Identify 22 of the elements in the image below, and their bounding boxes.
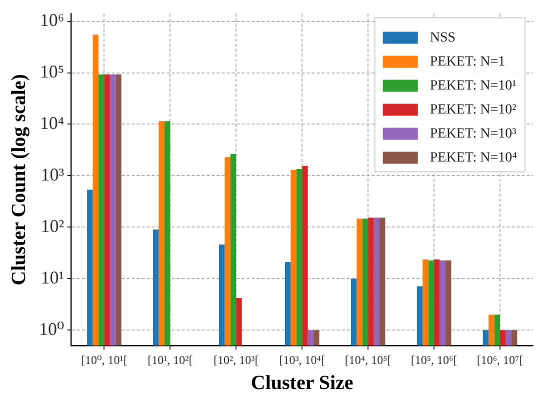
x-tick-label: [10⁴, 10⁵[ xyxy=(344,352,392,367)
legend-label: PEKET: N=10³ xyxy=(430,126,516,142)
y-tick-label: 10⁰ xyxy=(38,318,64,339)
x-tick-label: [10⁶, 10⁷[ xyxy=(476,352,524,367)
y-tick-label: 10¹ xyxy=(40,267,64,288)
x-axis-title: Cluster Size xyxy=(250,372,354,394)
x-tick-label: [10³, 10⁴[ xyxy=(279,352,325,367)
y-tick-label: 10² xyxy=(40,216,64,236)
legend-label: PEKET: N=1 xyxy=(430,54,506,70)
y-axis-title: Cluster Count (log scale) xyxy=(8,74,30,286)
legend-label: PEKET: N=10² xyxy=(430,102,516,118)
legend-label: PEKET: N=10¹ xyxy=(430,78,516,94)
x-tick-label: [10⁰, 10¹[ xyxy=(80,352,128,367)
y-tick-label: 10⁴ xyxy=(40,112,64,133)
x-tick-label: [10¹, 10²[ xyxy=(148,352,193,367)
legend-label: PEKET: N=10⁴ xyxy=(430,150,518,166)
y-tick-label: 10³ xyxy=(40,164,65,184)
legend-label: NSS xyxy=(430,30,456,46)
y-tick-label: 10⁵ xyxy=(40,62,64,82)
x-tick-label: [10², 10³[ xyxy=(214,352,259,367)
y-tick-label: 10⁶ xyxy=(40,10,64,30)
x-tick-label: [10⁵, 10⁶[ xyxy=(410,352,458,367)
